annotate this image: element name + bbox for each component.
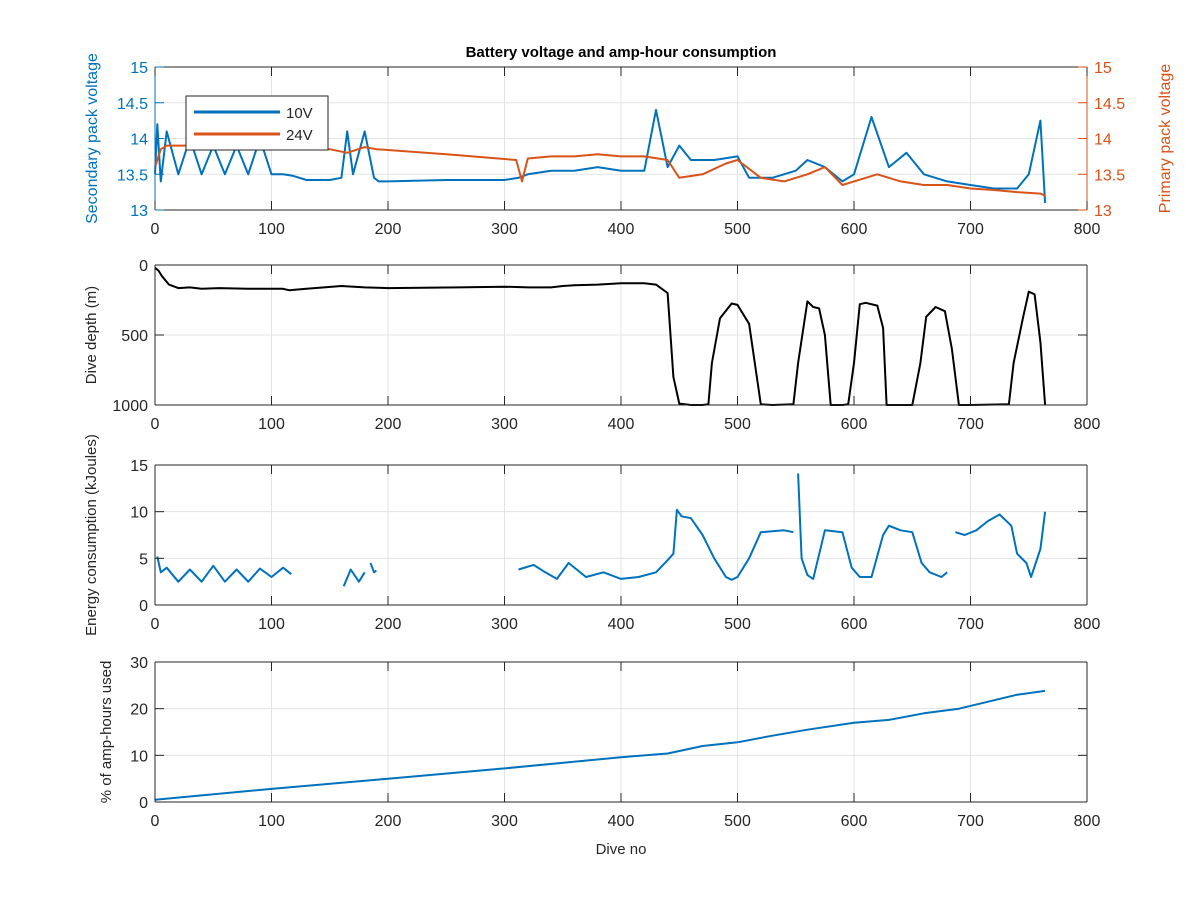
- x-tick-label: 400: [608, 221, 635, 238]
- y-tick-label-right: 13: [1094, 203, 1112, 220]
- x-tick-label: 100: [258, 616, 285, 633]
- series-line-energy: [156, 556, 292, 583]
- panel-amphours: 0 100 200 300 400 500 600 700 800 0 10 20 30 % of amp…: [98, 655, 1100, 858]
- y-tick-label: 13: [130, 203, 148, 220]
- y-axis-label: Dive depth (m): [83, 286, 100, 384]
- x-tick-label: 800: [1074, 416, 1101, 433]
- x-tick-label: 700: [957, 616, 984, 633]
- y-tick-label: 0: [139, 598, 148, 615]
- x-tick-label: 600: [841, 616, 868, 633]
- x-tick-label: 500: [724, 221, 751, 238]
- x-tick-label: 400: [608, 813, 635, 830]
- y-tick-label: 1000: [112, 398, 148, 415]
- y-tick-label: 14.5: [117, 96, 148, 113]
- y-tick-label-right: 13.5: [1094, 167, 1125, 184]
- chart-title: Battery voltage and amp-hour consumption: [466, 44, 777, 61]
- x-tick-label: 700: [957, 221, 984, 238]
- x-axis-label: Dive no: [596, 841, 647, 858]
- x-tick-label: 500: [724, 813, 751, 830]
- x-tick-label: 200: [375, 416, 402, 433]
- y-axis-label: % of amp-hours used: [98, 661, 115, 804]
- x-tick-label: 700: [957, 416, 984, 433]
- x-tick-label: 800: [1074, 221, 1101, 238]
- x-tick-label: 300: [491, 221, 518, 238]
- y-tick-label: 10: [130, 748, 148, 765]
- series-line-depth: [154, 267, 1047, 406]
- y-tick-label-right: 15: [1094, 60, 1112, 77]
- y-tick-label-right: 14: [1094, 132, 1112, 149]
- x-tick-label: 300: [491, 813, 518, 830]
- y-tick-label: 0: [139, 795, 148, 812]
- y-axis-label: Secondary pack voltage: [84, 53, 101, 224]
- series-line-energy: [342, 568, 366, 587]
- x-tick-label: 300: [491, 616, 518, 633]
- x-tick-label: 100: [258, 416, 285, 433]
- series-group: [156, 473, 1047, 587]
- x-tick-label: 200: [375, 221, 402, 238]
- x-tick-label: 600: [841, 813, 868, 830]
- x-tick-label: 600: [841, 416, 868, 433]
- y-tick-label: 5: [139, 551, 148, 568]
- legend-label-24v: 24V: [286, 127, 313, 144]
- y-tick-label: 20: [130, 702, 148, 719]
- x-tick-label: 700: [957, 813, 984, 830]
- x-tick-label: 500: [724, 416, 751, 433]
- x-tick-label: 0: [151, 416, 160, 433]
- y-tick-label: 500: [121, 328, 148, 345]
- x-tick-label: 100: [258, 221, 285, 238]
- x-tick-label: 400: [608, 416, 635, 433]
- x-tick-label: 0: [151, 616, 160, 633]
- x-tick-label: 500: [724, 616, 751, 633]
- x-tick-label: 400: [608, 616, 635, 633]
- legend-label-10v: 10V: [286, 105, 313, 122]
- legend-box: [185, 95, 329, 151]
- panel-voltage: 0 100 200 300 400 500 600 700 8001313.51414.5151…: [84, 53, 1174, 238]
- x-tick-label: 0: [151, 221, 160, 238]
- y-tick-label-right: 14.5: [1094, 96, 1125, 113]
- y-tick-label: 15: [130, 458, 148, 475]
- y-axis-label: Energy consumption (kJoules): [83, 434, 100, 636]
- y-tick-label: 14: [130, 132, 148, 149]
- x-tick-label: 800: [1074, 616, 1101, 633]
- series-group: [154, 108, 1047, 203]
- y-axis-label-right: Primary pack voltage: [1157, 64, 1174, 213]
- series-line-energy: [518, 508, 794, 581]
- panel-energy: 0 100 200 300 400 500 600 700 800 0 5 10 15 Energy co…: [83, 434, 1100, 636]
- y-tick-label: 15: [130, 60, 148, 77]
- x-tick-label: 100: [258, 813, 285, 830]
- y-tick-label: 10: [130, 505, 148, 522]
- y-tick-label: 30: [130, 655, 148, 672]
- x-tick-label: 800: [1074, 813, 1101, 830]
- x-tick-label: 300: [491, 416, 518, 433]
- y-tick-label: 13.5: [117, 167, 148, 184]
- x-tick-label: 200: [375, 813, 402, 830]
- x-tick-label: 200: [375, 616, 402, 633]
- x-tick-label: 600: [841, 221, 868, 238]
- panel-depth: 0 100 200 300 400 500 600 700 800 0 500 1000 Dive de…: [83, 258, 1100, 433]
- y-tick-label: 0: [139, 258, 148, 275]
- x-tick-label: 0: [151, 813, 160, 830]
